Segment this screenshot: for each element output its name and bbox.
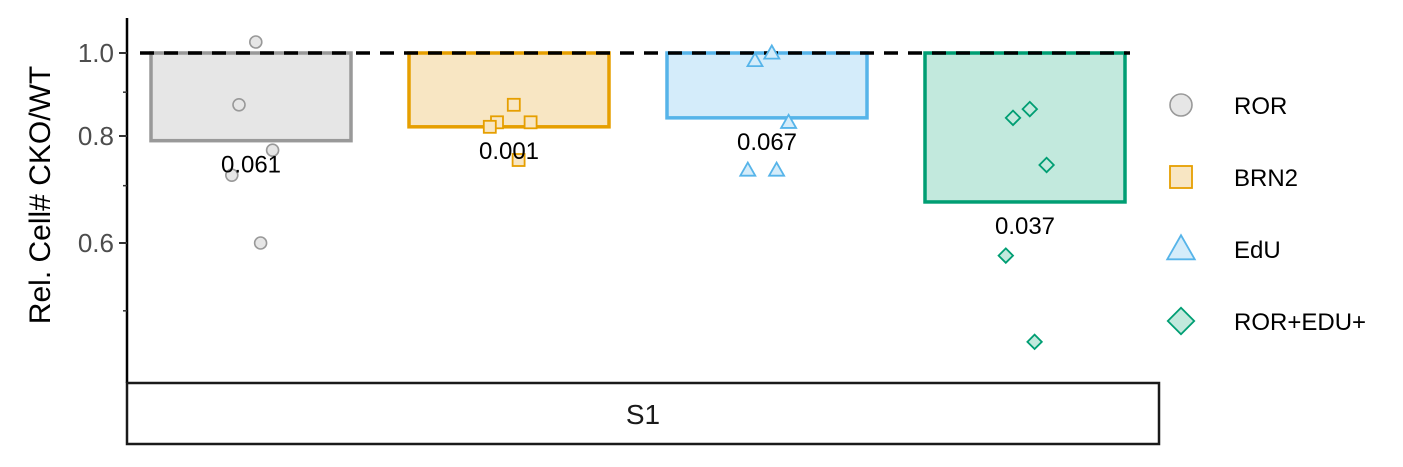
data-point (1004, 109, 1022, 127)
bar-ror (149, 51, 353, 143)
y-axis: 0.6 0.8 1.0 (78, 18, 129, 383)
legend-label: ROR+EDU+ (1234, 309, 1366, 336)
data-point (523, 115, 538, 130)
data-point (1021, 100, 1039, 118)
facet-label: S1 (626, 399, 660, 430)
data-point (745, 51, 765, 68)
p-value-label: 0.037 (995, 213, 1055, 240)
bar-edu (665, 51, 869, 120)
data-point (506, 97, 521, 112)
data-point (511, 153, 526, 167)
p-value-label: 0.061 (221, 152, 281, 179)
data-point (1026, 333, 1044, 351)
y-axis-title: Rel. Cell# CKO/WT (24, 66, 57, 324)
p-value-label: 0.001 (479, 138, 539, 165)
data-point (767, 160, 786, 177)
legend-label: BRN2 (1234, 165, 1298, 192)
data-point (232, 97, 246, 112)
bars-layer (149, 51, 1127, 204)
data-point (779, 112, 798, 129)
legend: ROR BRN2 EdU ROR+EDU+ (1165, 93, 1366, 336)
p-value-labels: 0.061 0.001 0.067 0.037 (221, 129, 1055, 240)
legend-key-triangle (1165, 233, 1197, 261)
data-point (225, 168, 239, 182)
legend-key-diamond (1166, 306, 1196, 336)
data-point (253, 236, 268, 250)
legend-key-circle (1169, 93, 1193, 117)
p-value-label: 0.067 (737, 129, 797, 156)
y-tick-label: 0.6 (78, 228, 114, 258)
data-point (482, 119, 497, 134)
points-layer (225, 35, 1056, 351)
data-point (1038, 156, 1056, 174)
legend-label: EdU (1234, 237, 1281, 264)
data-point (738, 160, 757, 177)
data-point (249, 35, 263, 49)
bar-brn2 (407, 51, 611, 129)
data-point (762, 43, 781, 60)
y-tick-label: 1.0 (78, 38, 114, 68)
y-tick-label: 0.8 (78, 121, 114, 151)
data-point (265, 143, 280, 158)
data-point (997, 247, 1015, 265)
bar-ror-edu- (923, 51, 1127, 204)
legend-key-square (1169, 165, 1193, 189)
facet-strip: S1 (125, 381, 1161, 446)
legend-label: ROR (1234, 93, 1287, 120)
